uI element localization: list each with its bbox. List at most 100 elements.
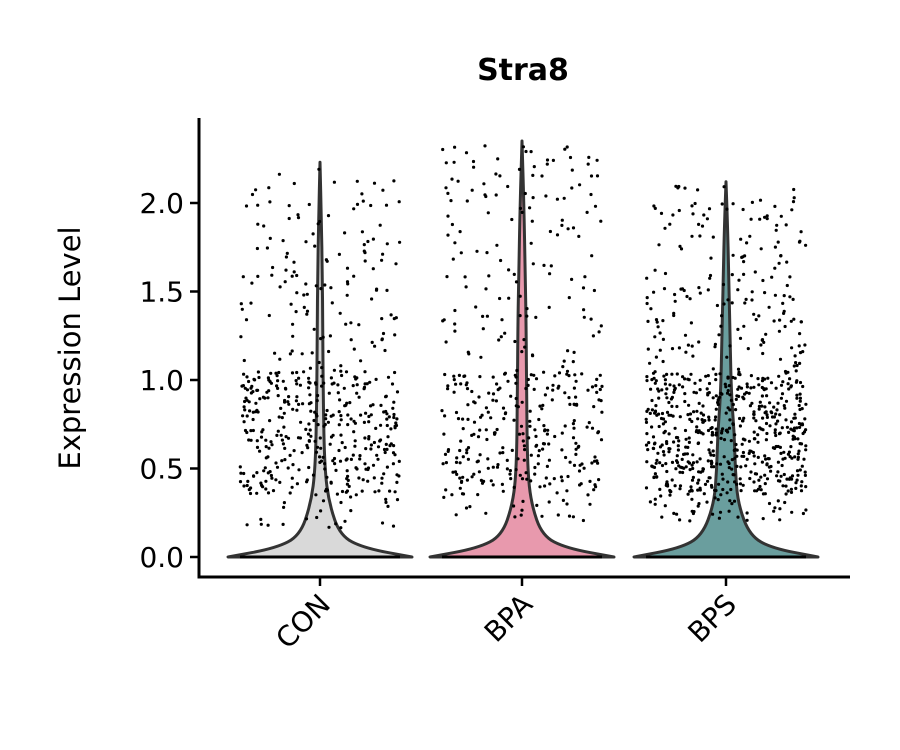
data-point [283, 280, 287, 284]
data-point [347, 484, 351, 488]
data-point [714, 378, 718, 382]
data-point [262, 469, 266, 473]
data-point [369, 443, 373, 447]
data-point [774, 433, 778, 438]
data-point [363, 370, 367, 374]
data-point [301, 402, 305, 406]
data-point [292, 181, 296, 186]
data-point [315, 414, 319, 418]
data-point [799, 489, 804, 493]
data-point [443, 372, 447, 377]
data-point [259, 435, 264, 439]
data-point [326, 214, 331, 218]
data-point [691, 461, 696, 465]
data-point [774, 444, 778, 449]
data-point [724, 411, 728, 415]
data-point [776, 401, 780, 405]
data-point [695, 425, 699, 429]
data-point [337, 252, 341, 256]
data-point [583, 275, 587, 279]
data-point [545, 464, 550, 468]
data-point [352, 430, 356, 434]
data-point [312, 418, 316, 423]
data-point [471, 159, 476, 164]
data-point [461, 427, 465, 431]
data-point [392, 415, 396, 420]
data-point [758, 426, 762, 430]
data-point [660, 463, 665, 468]
data-point [357, 395, 361, 399]
data-point [714, 433, 718, 437]
data-point [784, 223, 788, 227]
data-point [574, 379, 578, 383]
data-point [519, 513, 523, 517]
data-point [296, 216, 301, 220]
x-tick-label: BPS [682, 588, 743, 649]
data-point [742, 272, 746, 276]
data-point [268, 419, 272, 423]
data-point [590, 254, 594, 258]
data-point [518, 206, 523, 210]
data-point [478, 453, 482, 457]
data-point [773, 428, 777, 432]
data-point [543, 393, 548, 397]
data-point [694, 391, 699, 395]
data-point [386, 375, 391, 379]
data-point [307, 439, 311, 443]
data-point [752, 416, 756, 420]
data-point [585, 210, 589, 214]
data-point [540, 514, 544, 518]
data-point [526, 383, 530, 387]
data-point [722, 302, 726, 306]
data-point [749, 217, 753, 221]
data-point [244, 318, 249, 322]
data-point [727, 426, 732, 430]
data-point [689, 372, 693, 376]
data-point [737, 278, 741, 282]
data-point [459, 251, 463, 255]
data-point [495, 465, 500, 469]
data-point [664, 462, 668, 466]
data-point [551, 388, 555, 392]
data-point [662, 374, 666, 378]
data-point [315, 399, 319, 403]
data-point [795, 426, 799, 430]
data-point [491, 392, 496, 396]
data-point [508, 469, 512, 473]
data-point [697, 340, 701, 344]
data-point [537, 417, 541, 422]
data-point [501, 406, 506, 410]
data-point [788, 455, 792, 459]
data-point [718, 395, 722, 399]
data-point [778, 479, 782, 483]
data-point [380, 337, 384, 341]
data-point [738, 336, 743, 340]
data-point [258, 397, 262, 401]
data-point [764, 438, 769, 442]
data-point [375, 453, 379, 457]
data-point [744, 464, 748, 468]
data-point [737, 385, 741, 389]
data-point [796, 473, 800, 477]
data-point [714, 372, 718, 376]
data-point [367, 420, 371, 424]
data-point [382, 447, 387, 452]
data-point [683, 333, 688, 337]
data-point [309, 409, 313, 413]
data-point [363, 259, 367, 263]
data-point [302, 370, 306, 374]
data-point [369, 404, 373, 408]
data-point [686, 343, 691, 347]
data-point [452, 378, 456, 382]
data-point [329, 286, 333, 290]
data-point [717, 333, 721, 337]
data-point [551, 383, 555, 387]
data-point [473, 401, 477, 405]
data-point [599, 324, 603, 328]
data-point [735, 454, 739, 458]
data-point [452, 390, 456, 394]
data-point [653, 497, 657, 501]
data-point [573, 373, 577, 377]
data-point [760, 404, 764, 408]
data-point [761, 517, 765, 521]
